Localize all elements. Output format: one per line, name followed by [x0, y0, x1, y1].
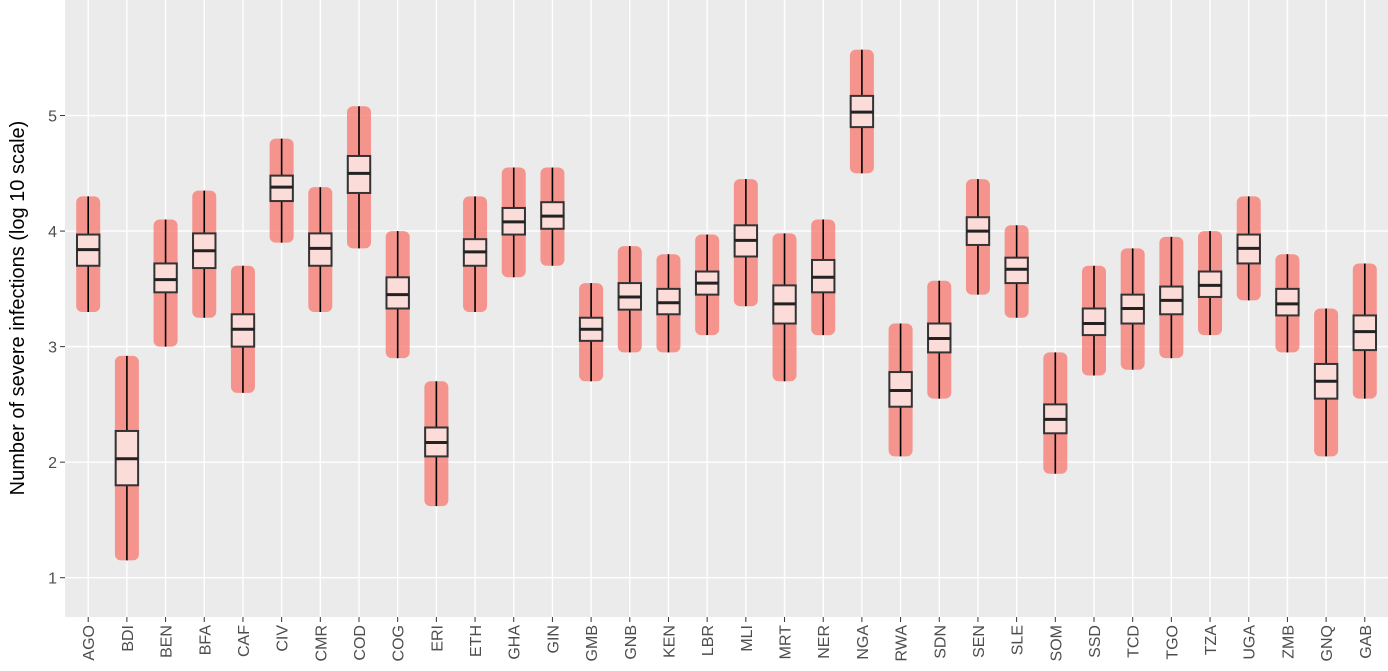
box: [385, 276, 410, 310]
box: [153, 262, 178, 294]
x-tick-label: BDI: [120, 625, 137, 652]
y-tick-label: 3: [48, 340, 57, 357]
x-tick-label: NER: [816, 625, 833, 659]
x-tick-label: BEN: [159, 625, 176, 658]
x-tick-label: ZMB: [1280, 625, 1297, 659]
x-tick-label: GNQ: [1319, 625, 1336, 661]
x-tick-label: TCD: [1126, 625, 1143, 658]
x-tick-label: BFA: [197, 625, 214, 656]
y-tick-label: 2: [48, 455, 57, 472]
x-tick-label: SDN: [932, 625, 949, 659]
y-tick-label: 5: [48, 109, 57, 126]
y-tick-label: 1: [48, 571, 57, 588]
x-tick-label: CAF: [236, 625, 253, 657]
x-tick-label: LBR: [700, 625, 717, 656]
x-tick-label: MRT: [778, 625, 795, 660]
box: [1081, 307, 1107, 337]
x-tick-label: CIV: [275, 625, 292, 652]
x-tick-label: GAB: [1358, 625, 1375, 659]
x-tick-label: SLE: [1010, 625, 1027, 655]
x-tick-label: MLI: [739, 625, 756, 652]
x-tick-label: ERI: [429, 625, 446, 652]
x-tick-label: TZA: [1203, 625, 1220, 656]
plot-panel: [65, 0, 1388, 617]
x-tick-label: NGA: [855, 625, 872, 660]
x-tick-label: SOM: [1048, 625, 1065, 661]
x-tick-label: COD: [352, 625, 369, 661]
x-tick-label: ETH: [468, 625, 485, 657]
x-tick-label: SSD: [1087, 625, 1104, 658]
box: [1275, 287, 1300, 317]
y-tick-label: 4: [48, 224, 57, 241]
x-tick-label: SEN: [971, 625, 988, 658]
x-tick-label: COG: [391, 625, 408, 661]
x-tick-label: TGO: [1164, 625, 1181, 660]
y-axis-label: Number of severe infections (log 10 scal…: [7, 121, 29, 496]
x-tick-label: AGO: [81, 625, 98, 661]
x-tick-label: GNB: [623, 625, 640, 660]
x-tick-label: CMR: [313, 625, 330, 661]
x-tick-label: GHA: [507, 625, 524, 660]
x-tick-label: GIN: [545, 625, 562, 653]
x-tick-label: RWA: [894, 625, 911, 662]
x-tick-label: UGA: [1242, 625, 1259, 660]
x-tick-label: KEN: [661, 625, 678, 658]
x-tick-label: GMB: [584, 625, 601, 661]
